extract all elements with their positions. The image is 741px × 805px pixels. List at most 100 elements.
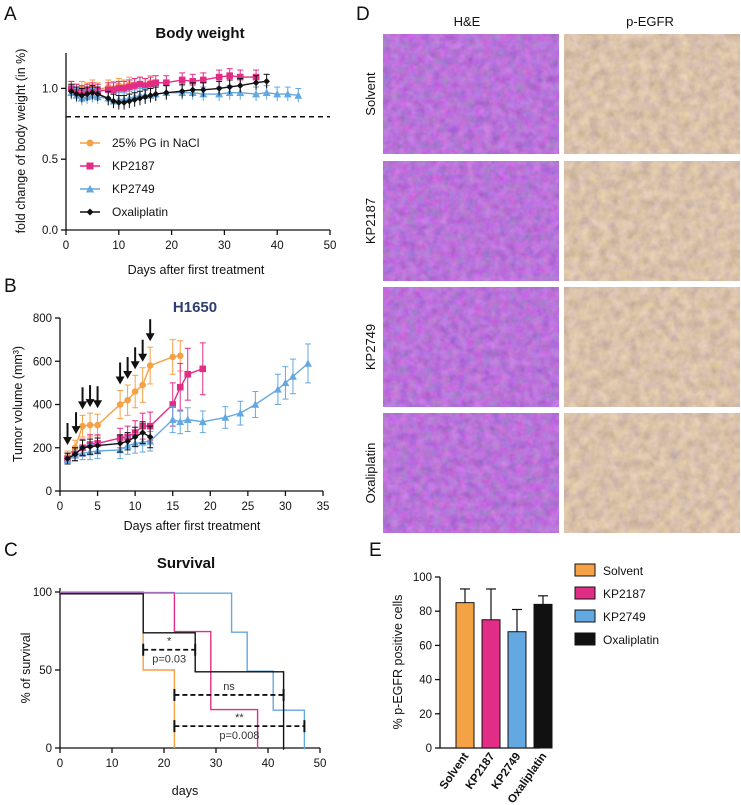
legend-label: KP2749 [112,182,155,196]
panel-b-point [86,443,94,450]
panel-a-point [67,87,75,95]
panel-b-y-tick-label: 600 [33,356,52,368]
legend-swatch [574,632,596,646]
panel-a-x-tick-label: 0 [63,240,69,252]
row-label: KP2749 [363,324,378,370]
row-label: Solvent [363,72,378,116]
panel-c-y-tick-label: 100 [33,587,52,599]
panel-b-point [94,421,101,429]
row-label: Oxaliplatin [363,443,378,504]
panel-e-bar [455,602,475,749]
panel-b-point [304,359,312,367]
panel-a-y-label: fold change of body weight (in %) [14,49,28,234]
panel-b-point [251,400,260,408]
panel-c-x-tick-label: 0 [57,758,63,770]
panel-e-y-tick-label: 100 [413,572,432,584]
treatment-arrow-head [71,426,81,435]
panel-a-point [163,89,170,96]
legend-label: Oxaliplatin [603,633,659,647]
panel-b-point [146,433,154,441]
treatment-arrow-head [93,400,103,409]
panel-a-point [136,80,144,88]
row-label: KP2187 [363,198,378,244]
panel-a-point [226,72,233,79]
panel-b-y-tick-label: 200 [33,443,52,455]
panel-a-y-tick-label: 1.0 [42,83,58,95]
legend-swatch [574,563,596,577]
panel-b-point [79,422,86,430]
panel-b-point [64,455,71,462]
treatment-arrow-head [123,371,133,380]
panel-e-y-label: % p-EGFR positive cells [391,595,405,730]
panel-b-point [198,417,207,426]
panel-letter-b: B [4,276,17,297]
panel-a-point [163,79,170,87]
panel-d: D H&E p-EGFR Solvent KP2187 KP2749 Oxalipla… [356,4,740,533]
panel-b-y-tick-label: 400 [33,400,52,412]
legend-label: KP2187 [112,159,155,173]
panel-a-x-tick-label: 50 [324,240,337,252]
panel-e-y-tick-label: 20 [419,709,432,721]
panel-e-legend: Solvent KP2187 KP2749 Oxaliplatin [574,563,659,647]
panel-a-point [215,73,223,81]
panel-a-point [141,93,149,101]
panel-a-point [152,79,160,87]
panel-a-legend: 25% PG in NaCl KP2187 KP2749 Oxaliplatin [80,136,199,219]
treatment-arrow-head [130,361,140,370]
p-egfr-stain-texture [564,34,740,154]
column-label-p-egfr: p-EGFR [626,14,674,29]
panel-letter-d: D [356,4,370,25]
p-egfr-stain-texture [564,413,740,533]
panel-b-point [116,440,124,447]
panel-b-series-line [67,431,151,460]
panel-b-x-tick-label: 0 [57,501,63,513]
panel-a-point [126,83,133,91]
panel-b-point [131,433,139,441]
panel-a: A Body weight 0.0 0.5 1.0 0 10 20 30 40 50 Days… [4,4,336,277]
panel-b-point [139,429,146,436]
legend-marker [86,162,94,170]
panel-b-series-line [66,355,181,457]
panel-b-point [94,442,101,449]
legend-marker [85,184,95,193]
panel-b-point [71,450,79,458]
panel-c-x-tick-label: 40 [262,758,275,770]
legend-label: Solvent [603,564,644,578]
panel-b-point [146,362,154,369]
panel-a-point [126,97,133,105]
panel-c-title: Survival [157,555,215,572]
panel-b-x-label: Days after first treatment [124,519,261,533]
panel-b-point [124,437,131,445]
panel-e-bar [533,603,553,749]
panel-c-p-value: p=0.03 [152,654,186,666]
legend-label: 25% PG in NaCl [112,136,199,150]
treatment-arrow-head [145,333,155,342]
panel-a-x-tick-label: 10 [112,240,125,252]
panel-b-x-tick-label: 25 [241,501,254,513]
p-egfr-stain-texture [564,287,740,407]
panel-b-point [124,396,131,404]
panel-a-point [199,86,207,94]
panel-a-point [83,90,91,98]
panel-c-x-label: days [172,784,198,798]
panel-c: C Survival 0 50 100 0 10 20 30 40 50 * p=0.03 ns *… [4,540,326,798]
panel-b-point [139,381,146,389]
panel-a-point [178,76,186,84]
treatment-arrow-head [85,399,95,408]
legend-label: KP2187 [603,587,646,601]
panel-b-y-tick-label: 0 [46,486,52,498]
legend-label: Oxaliplatin [112,205,168,219]
panel-c-x-tick-label: 50 [314,758,327,770]
panel-a-point [236,82,244,89]
panel-e-y-tick-label: 40 [419,675,432,687]
panel-a-point [147,92,154,99]
panel-c-significance-label: ** [235,712,244,724]
panel-b-treatment-arrows [63,319,155,445]
panel-c-x-tick-label: 30 [210,758,223,770]
panel-c-significance-label: * [167,636,172,648]
legend-swatch [574,609,596,623]
panel-a-x-tick-label: 40 [271,240,284,252]
panel-a-point [147,80,154,88]
panel-a-y-tick-label: 0.5 [42,154,58,166]
